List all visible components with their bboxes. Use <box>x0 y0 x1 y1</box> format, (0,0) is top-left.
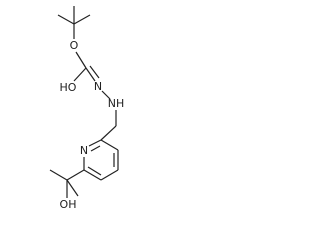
bond <box>66 169 85 181</box>
bond <box>83 169 102 181</box>
atom-label: N <box>94 80 102 93</box>
bond <box>49 169 68 181</box>
bond <box>66 179 79 197</box>
bonds <box>49 6 119 198</box>
bond <box>87 166 102 176</box>
bond <box>101 90 111 100</box>
bond <box>100 125 117 141</box>
atom-label: HO <box>60 81 77 94</box>
bond <box>89 65 100 79</box>
atom-label: NH <box>108 97 125 110</box>
bond <box>73 14 91 25</box>
bond <box>100 169 119 181</box>
atom-label: OH <box>60 198 77 211</box>
atom-label: O <box>70 39 79 52</box>
atom-label: N <box>80 144 88 157</box>
bond <box>57 14 75 25</box>
bond <box>88 139 102 147</box>
bond <box>75 51 87 69</box>
bond <box>73 67 87 82</box>
molecule-diagram: O HO N NH N OH <box>49 6 125 211</box>
bond <box>100 139 119 151</box>
bond <box>90 145 101 152</box>
bond <box>85 67 96 82</box>
